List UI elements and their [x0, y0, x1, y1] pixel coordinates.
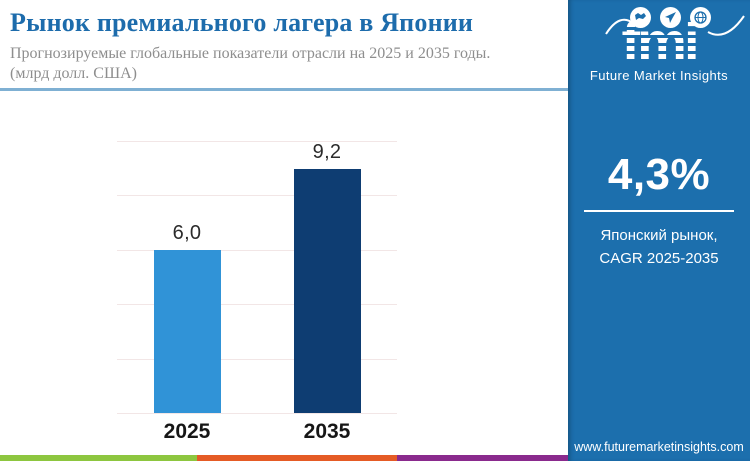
- bar-2025: [153, 249, 221, 413]
- gridline-10: [117, 141, 397, 142]
- bar-value-label-2035: 9,2: [312, 141, 342, 163]
- map-icon: [630, 7, 651, 28]
- stripe-green: [0, 455, 197, 461]
- gridline-0: [117, 413, 397, 414]
- website-link[interactable]: www.futuremarketinsights.com: [574, 440, 744, 454]
- gridline-2: [117, 358, 397, 360]
- bar-2035: [293, 169, 361, 413]
- x-label-2035: 2035: [303, 420, 351, 443]
- cagr-caption: Японский рынок, CAGR 2025-2035: [568, 224, 750, 271]
- gridline-6: [117, 249, 397, 251]
- stripe-orange: [197, 455, 397, 461]
- header: Рынок премиального лагера в Японии Прогн…: [0, 0, 568, 92]
- header-divider: [0, 88, 568, 91]
- bar-chart: 6,0 9,2: [117, 141, 397, 414]
- page-title: Рынок премиального лагера в Японии: [10, 8, 474, 37]
- bar-group-2035: 9,2: [257, 141, 397, 413]
- bars-row: 6,0 9,2: [117, 141, 397, 413]
- cagr-caption-line-1: Японский рынок,: [600, 227, 718, 244]
- bar-group-2025: 6,0: [117, 141, 257, 413]
- x-axis-labels: 2025 2035: [117, 420, 397, 444]
- chart-subtitle: Прогнозируемые глобальные показатели отр…: [10, 44, 560, 84]
- stat-divider: [584, 210, 734, 212]
- subtitle-line-2: (млрд долл. США): [10, 65, 137, 82]
- subtitle-line-1: Прогнозируемые глобальные показатели отр…: [10, 45, 491, 62]
- bar-value-label-2025: 6,0: [172, 221, 202, 244]
- plane-icon: [660, 7, 681, 28]
- logo-subtext: Future Market Insights: [589, 68, 729, 83]
- fmi-logo: fmi Future Market Insights: [568, 4, 750, 88]
- stripe-purple: [397, 455, 568, 461]
- gridline-4: [117, 304, 397, 306]
- cagr-caption-line-2: CAGR 2025-2035: [599, 250, 719, 268]
- globe-icon: [690, 7, 711, 28]
- footer-color-stripe: [0, 455, 568, 461]
- cagr-value: 4,3%: [607, 150, 711, 199]
- brand-sidebar: fmi Future Market Insights 4,3% Японский…: [568, 0, 750, 461]
- cagr-stat-block: 4,3% Японский рынок, CAGR 2025-2035: [568, 150, 750, 271]
- gridline-8: [117, 195, 397, 197]
- x-label-2025: 2025: [163, 420, 211, 443]
